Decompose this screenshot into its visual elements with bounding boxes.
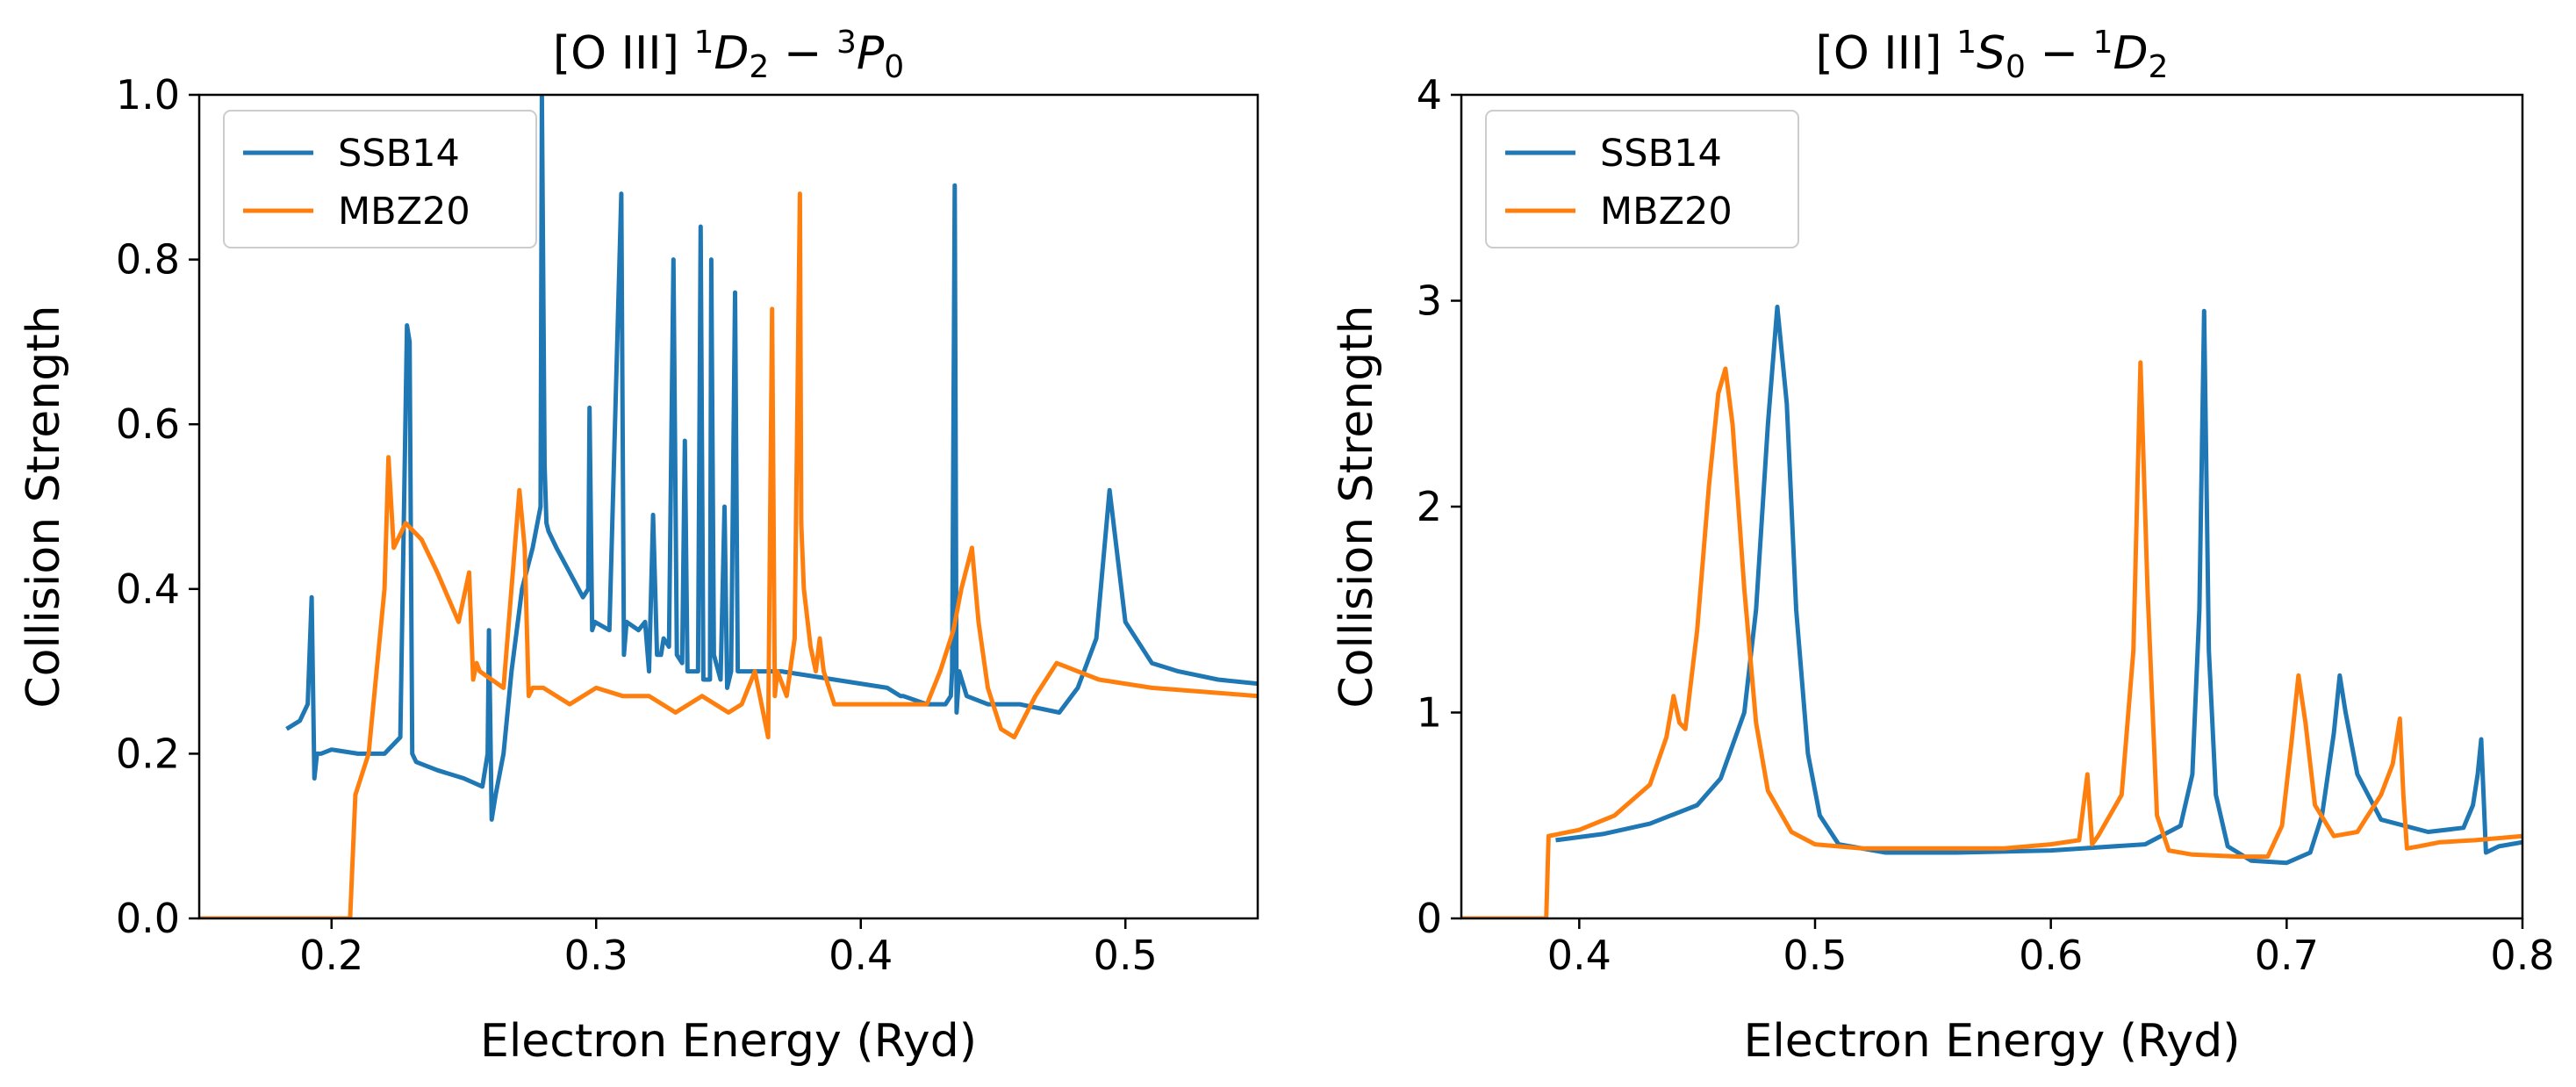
y-tick-label: 2 (1417, 483, 1442, 530)
x-tick-label: 0.2 (299, 932, 363, 979)
x-tick-label: 0.3 (564, 932, 628, 979)
x-tick-label: 0.6 (2019, 932, 2083, 979)
y-tick-label: 0.0 (116, 895, 180, 942)
legend-box (223, 110, 537, 248)
x-axis-label: Electron Energy (Ryd) (1743, 1015, 2240, 1068)
chart-1: 0.2 0.3 0.4 0.5 0.0 0.2 0.4 0.6 0.8 1.0 Electron E… (18, 25, 1259, 1068)
chart-2: 0.4 0.5 0.6 0.7 0.8 0 1 2 3 4 Electron Energy (Ryd… (1331, 25, 2555, 1068)
legend-label-mbz20: MBZ20 (338, 190, 470, 234)
series-line-mbz20 (199, 191, 1258, 918)
y-tick-label: 0.8 (116, 236, 180, 284)
series-line-ssb14 (1555, 305, 2522, 866)
x-tick-label: 0.7 (2255, 932, 2319, 979)
chart-title: [O III] 1S0 − 1D2 (1816, 25, 2169, 85)
legend: SSB14 MBZ20 (223, 110, 537, 248)
plot-frame (197, 93, 1259, 920)
y-tick-label: 4 (1417, 71, 1442, 119)
x-tick-label: 0.4 (829, 932, 893, 979)
y-tick-label: 1.0 (116, 71, 180, 119)
y-tick-label: 0 (1417, 895, 1442, 942)
x-tick-label: 0.5 (1094, 932, 1158, 979)
x-axis-label: Electron Energy (Ryd) (480, 1015, 977, 1068)
x-tick-label: 0.8 (2490, 932, 2554, 979)
y-tick-label: 0.6 (116, 400, 180, 448)
series-line-ssb14 (285, 95, 1258, 822)
series-line-mbz20 (1461, 360, 2522, 918)
y-tick-label: 3 (1417, 277, 1442, 325)
chart-title: [O III] 1D2 − 3P0 (553, 25, 904, 85)
y-tick-label: 0.2 (116, 730, 180, 777)
legend-label-mbz20: MBZ20 (1600, 190, 1733, 234)
y-tick-label: 0.4 (116, 565, 180, 613)
legend-box (1485, 110, 1799, 248)
y-tick-label: 1 (1417, 689, 1442, 737)
legend-label-ssb14: SSB14 (338, 132, 460, 176)
x-tick-label: 0.5 (1783, 932, 1847, 979)
x-tick-label: 0.4 (1547, 932, 1611, 979)
y-axis-label: Collision Strength (1331, 305, 1383, 708)
legend: SSB14 MBZ20 (1485, 110, 1799, 248)
y-axis-label: Collision Strength (18, 305, 70, 708)
legend-label-ssb14: SSB14 (1600, 132, 1722, 176)
